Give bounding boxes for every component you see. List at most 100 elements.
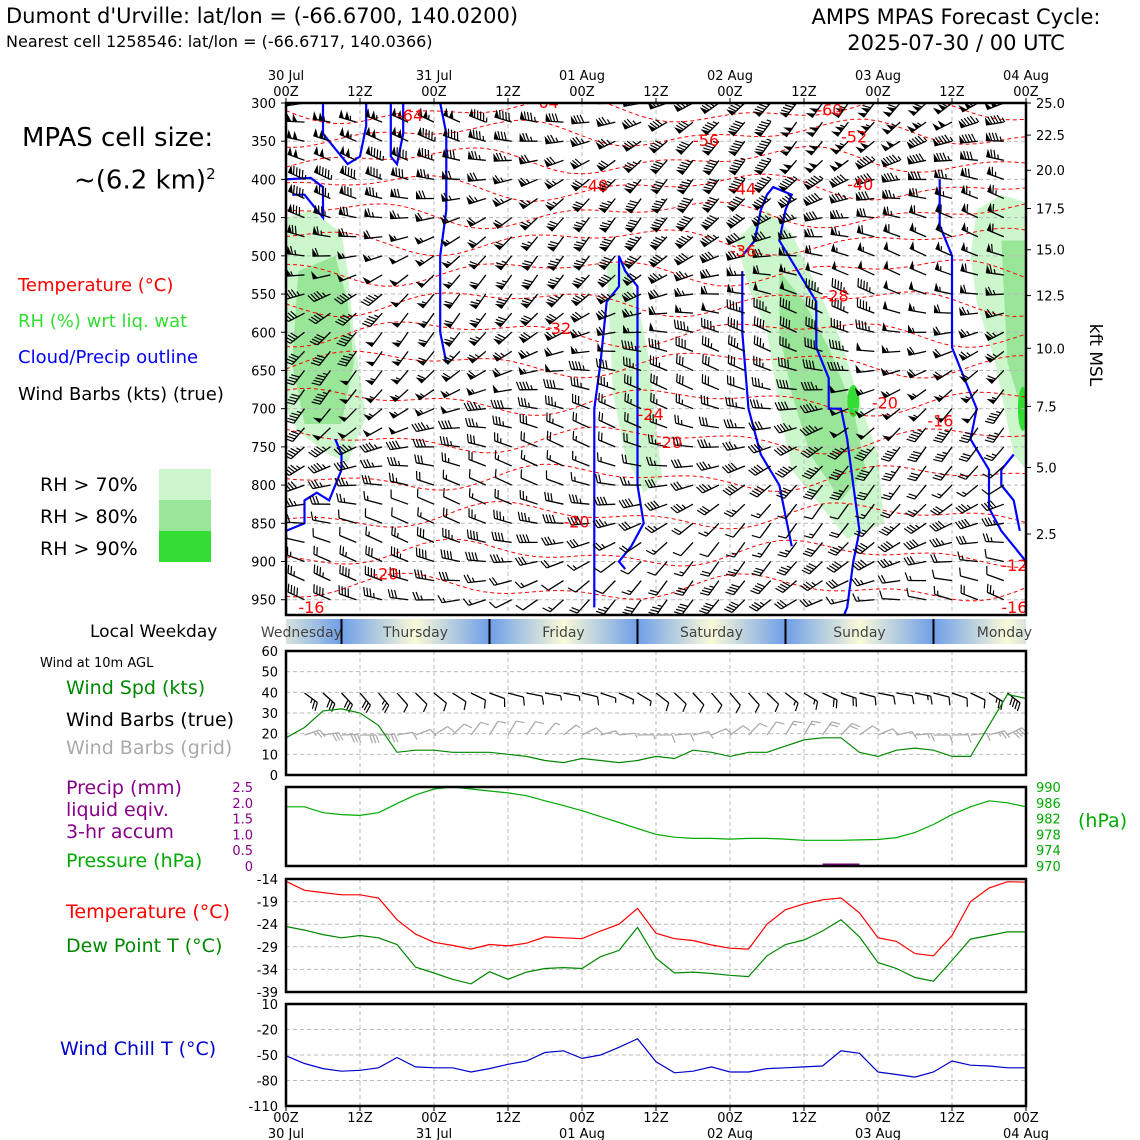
wind-barb [877, 574, 901, 584]
wind-barb [905, 503, 927, 518]
wind-barb [597, 375, 616, 391]
weekday-name: Friday [542, 625, 584, 641]
wind-barb [466, 433, 486, 448]
wind-barb [828, 407, 849, 417]
wind-barb [452, 723, 473, 736]
wind-barb [722, 484, 746, 496]
wind-barb [516, 534, 538, 544]
weekday-band [785, 619, 934, 644]
wind-barb [543, 331, 564, 342]
pressure-label: Pressure (hPa) [66, 850, 203, 872]
wind-barb [619, 541, 642, 554]
wind-barb [986, 165, 1005, 181]
wind-barb [650, 392, 668, 410]
wind-barb [753, 138, 772, 157]
wind-barb [337, 350, 357, 367]
wind-barb [622, 103, 642, 107]
wind-barb [650, 198, 668, 214]
top-hour-label: 12Z [643, 85, 669, 100]
wind-barb [827, 361, 849, 372]
wind-barb [648, 306, 668, 316]
temperature-contour [286, 572, 1026, 602]
wind-barb [414, 389, 435, 401]
wind-barb [541, 580, 564, 591]
temperature-contour-label: -28 [823, 286, 849, 305]
wind-barb [388, 472, 409, 486]
wind-barb [880, 503, 901, 519]
wind-barb [618, 732, 638, 738]
wind-barb [648, 140, 668, 154]
wind-barb [545, 113, 564, 123]
wind-barb [313, 564, 331, 582]
wind-barb [955, 503, 979, 514]
wind-barb [877, 692, 896, 705]
wind-barb [494, 488, 512, 505]
wind-barb [363, 491, 383, 505]
wind-barb [544, 491, 564, 505]
bottom-date-label: 31 Jul [416, 1127, 452, 1140]
kft-tick-label: 17.5 [1036, 202, 1065, 217]
wind-barb [543, 178, 564, 190]
pressure-panel-frame [284, 785, 1028, 868]
wind-barb [571, 274, 590, 289]
wind-barb [774, 401, 797, 411]
wind-barb [595, 138, 616, 150]
kft-tick-label: 22.5 [1036, 129, 1065, 144]
wind-barb [463, 574, 486, 584]
wind-barb [570, 178, 590, 192]
wind-barb [310, 350, 331, 366]
wind-barb [569, 311, 590, 323]
wind-barb [389, 210, 409, 220]
bottom-date-label: 01 Aug [559, 1127, 605, 1140]
wind-barb [829, 159, 849, 172]
top-hour-label: 00Z [865, 85, 891, 100]
wind-barb [779, 140, 798, 157]
wind-barb [308, 495, 331, 505]
forecast-cycle-title: AMPS MPAS Forecast Cycle: 2025-07-30 / 0… [770, 4, 1140, 56]
wind-barb [334, 477, 357, 487]
wind-barb [906, 389, 927, 401]
wind-speed-line [285, 693, 1027, 764]
wind-barb [468, 312, 487, 328]
wind-barb [390, 188, 409, 200]
wind-panel-frame [284, 649, 1028, 777]
wind-barb [594, 580, 616, 595]
wind-barb [443, 107, 461, 123]
wind-barb [932, 103, 953, 115]
wind-barb [415, 692, 428, 713]
wind-barb [649, 159, 668, 175]
wind-barb [840, 722, 861, 736]
wind-barb [906, 346, 927, 356]
wind-barb [365, 545, 383, 563]
wind-barb [618, 692, 635, 705]
top-hour-label: 12Z [495, 85, 521, 100]
wind-barb [312, 528, 331, 544]
wind-barb [777, 542, 798, 558]
wind-barb [933, 734, 954, 744]
wind-barb [312, 225, 331, 238]
wind-barb [644, 500, 668, 511]
wind-barb [546, 236, 565, 252]
wind-barb [339, 126, 357, 142]
wind-barb [934, 185, 953, 200]
wind-barb [854, 446, 875, 461]
wind-barb [333, 292, 357, 305]
wind-barb [494, 468, 512, 486]
wind-barb [882, 300, 901, 314]
wind-barb [983, 446, 1005, 462]
wind-barb [623, 324, 642, 334]
pressure-tick-label: 350 [251, 135, 276, 150]
wind-barb [799, 424, 823, 436]
wind-barb [335, 312, 357, 326]
wind-barb [933, 585, 953, 601]
wind-barb [881, 344, 901, 354]
wind-barb [387, 589, 409, 601]
wind-barb [466, 529, 486, 544]
temperature-contour-label: -44 [730, 179, 756, 198]
wind-barb [984, 331, 1005, 341]
wind-barb [415, 547, 435, 563]
wind-barb [934, 261, 953, 276]
wind-barb [903, 522, 927, 534]
wind-barb [877, 541, 901, 553]
wind-barb [525, 721, 544, 736]
